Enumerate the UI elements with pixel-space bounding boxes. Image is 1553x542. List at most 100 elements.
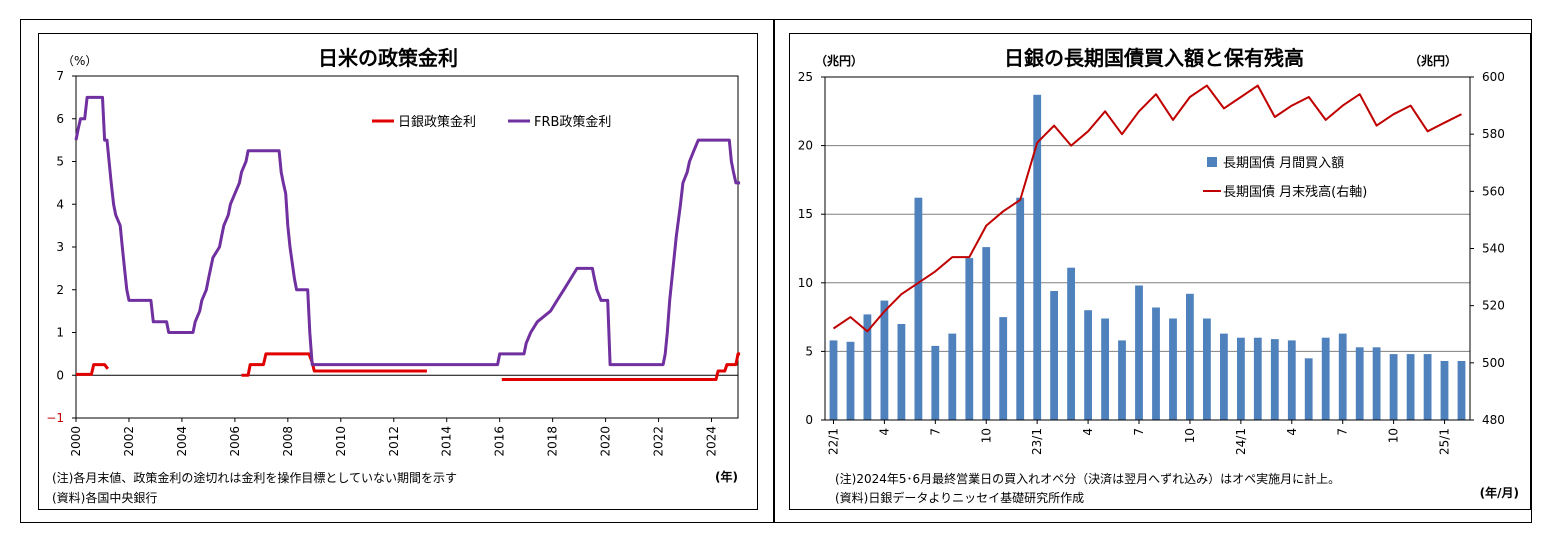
series-line-frb — [74, 95, 741, 367]
x-tick-label: 10 — [1183, 428, 1197, 443]
right-axes: 0 5 10 15 20 25 480 500 520 540 560 580 600 22/1 4 7 10 2… — [798, 70, 1505, 455]
bar — [1253, 337, 1262, 420]
x-tick-label: 4 — [877, 428, 891, 436]
y-right-tick-label: 540 — [1482, 242, 1505, 256]
x-tick-label: 2016 — [493, 426, 507, 457]
bar — [1270, 339, 1279, 420]
bar — [931, 345, 940, 420]
y-tick-label: 3 — [56, 240, 64, 254]
y-tick-label: 2 — [56, 283, 64, 297]
bar — [1033, 94, 1042, 421]
x-tick-label: 10 — [1387, 428, 1401, 443]
bar — [999, 317, 1008, 420]
bar — [1118, 340, 1126, 420]
bar — [1203, 318, 1211, 420]
x-tick-label: 2006 — [228, 426, 242, 457]
bar — [829, 340, 838, 420]
bar — [1406, 354, 1415, 420]
right-chart-title: 日銀の長期国債買入額と保有残高 — [1004, 46, 1304, 70]
x-tick-label: 23/1 — [1030, 428, 1044, 455]
y-left-tick-label: 20 — [798, 139, 813, 153]
bar — [1220, 333, 1228, 420]
x-tick-label: 24/1 — [1234, 428, 1248, 455]
bar — [1457, 361, 1466, 420]
y-tick-label: 0 — [56, 368, 64, 382]
bar — [1101, 318, 1109, 420]
y-left-tick-label: 5 — [805, 344, 813, 358]
y-tick-label: 1 — [56, 326, 64, 340]
bar — [1050, 291, 1058, 420]
x-tick-label: 2008 — [281, 426, 295, 457]
x-tick-label: 7 — [928, 428, 942, 436]
legend-label: 長期国債 月間買入額 — [1223, 156, 1344, 171]
y-left-tick-label: 15 — [798, 207, 813, 221]
left-legend: 日銀政策金利 FRB政策金利 — [372, 114, 611, 130]
bar — [965, 258, 974, 420]
y-right-tick-label: 480 — [1482, 413, 1505, 427]
left-note: (注)各月末値、政策金利の途切れは金利を操作目標としていない期間を示す — [52, 471, 458, 485]
x-tick-label: 22/1 — [826, 428, 840, 455]
bar — [1321, 337, 1330, 420]
right-bars — [829, 94, 1466, 421]
legend-label: FRB政策金利 — [534, 114, 611, 130]
x-tick-label: 2020 — [599, 426, 613, 457]
left-series-lines — [74, 95, 741, 381]
bar — [846, 341, 855, 420]
y-left-tick-label: 10 — [798, 276, 813, 290]
bar — [1338, 333, 1347, 420]
x-tick-label: 2000 — [69, 426, 83, 457]
bar — [914, 197, 923, 420]
panel-divider — [773, 19, 775, 523]
legend-label: 長期国債 月末残高(右軸) — [1223, 184, 1367, 200]
bar — [1186, 293, 1194, 420]
left-chart-title: 日米の政策金利 — [318, 46, 458, 70]
bar — [1169, 318, 1177, 420]
bar — [1372, 347, 1381, 420]
x-tick-label: 2024 — [705, 426, 719, 457]
right-right-unit-label: （兆円） — [1409, 53, 1457, 68]
legend-swatch-bar — [1207, 157, 1217, 167]
left-source: (資料)各国中央銀行 — [52, 491, 158, 505]
bar — [1355, 347, 1364, 420]
right-chart-frame — [789, 33, 1531, 510]
bar — [1237, 337, 1245, 420]
right-source: (資料)日銀データよりニッセイ基礎研究所作成 — [835, 491, 1085, 505]
figure-border — [20, 19, 1532, 523]
x-tick-label: 4 — [1081, 428, 1095, 436]
series-line-boj — [76, 363, 109, 376]
bar — [982, 247, 991, 420]
y-tick-label: 4 — [56, 197, 64, 211]
y-tick-label: 7 — [56, 69, 64, 83]
y-tick-label: −1 — [46, 411, 64, 425]
jgb-purchase-chart: 日銀の長期国債買入額と保有残高 （兆円） （兆円） (年/月) 0 5 10 15 20… — [798, 46, 1519, 500]
x-tick-label: 7 — [1336, 428, 1350, 436]
bar — [863, 314, 872, 420]
y-right-tick-label: 520 — [1482, 299, 1505, 313]
y-right-tick-label: 560 — [1482, 184, 1505, 198]
policy-rate-chart: 日米の政策金利 （%） (年) −1 0 1 2 3 4 5 6 7 2000 2002 2004 20… — [46, 46, 741, 484]
bar — [1135, 285, 1143, 420]
legend-label: 日銀政策金利 — [398, 114, 476, 130]
right-x-unit-label: (年/月) — [1480, 485, 1519, 500]
series-line-boj — [501, 352, 741, 381]
bar — [897, 324, 906, 420]
x-tick-label: 2002 — [122, 426, 136, 457]
x-tick-label: 2010 — [334, 426, 348, 457]
x-tick-label: 10 — [979, 428, 993, 443]
bar — [1287, 340, 1296, 420]
x-tick-label: 25/1 — [1438, 428, 1452, 455]
y-right-tick-label: 500 — [1482, 356, 1505, 370]
x-tick-label: 2012 — [387, 426, 401, 457]
y-right-tick-label: 580 — [1482, 127, 1505, 141]
bar — [1084, 310, 1092, 420]
series-line-boj — [241, 352, 427, 377]
right-note: (注)2024年5･6月最終営業日の買入れオペ分（決済は翌月へずれ込み）はオペ実… — [835, 472, 1341, 486]
balance-line — [832, 84, 1462, 333]
right-balance-line — [832, 84, 1462, 333]
left-chart-frame — [38, 33, 758, 510]
x-tick-label: 4 — [1285, 428, 1299, 436]
y-tick-label: 6 — [56, 112, 64, 126]
y-left-tick-label: 25 — [798, 70, 813, 84]
left-axes: −1 0 1 2 3 4 5 6 7 2000 2002 2004 2006 2008 2010 2012 20… — [46, 69, 739, 457]
